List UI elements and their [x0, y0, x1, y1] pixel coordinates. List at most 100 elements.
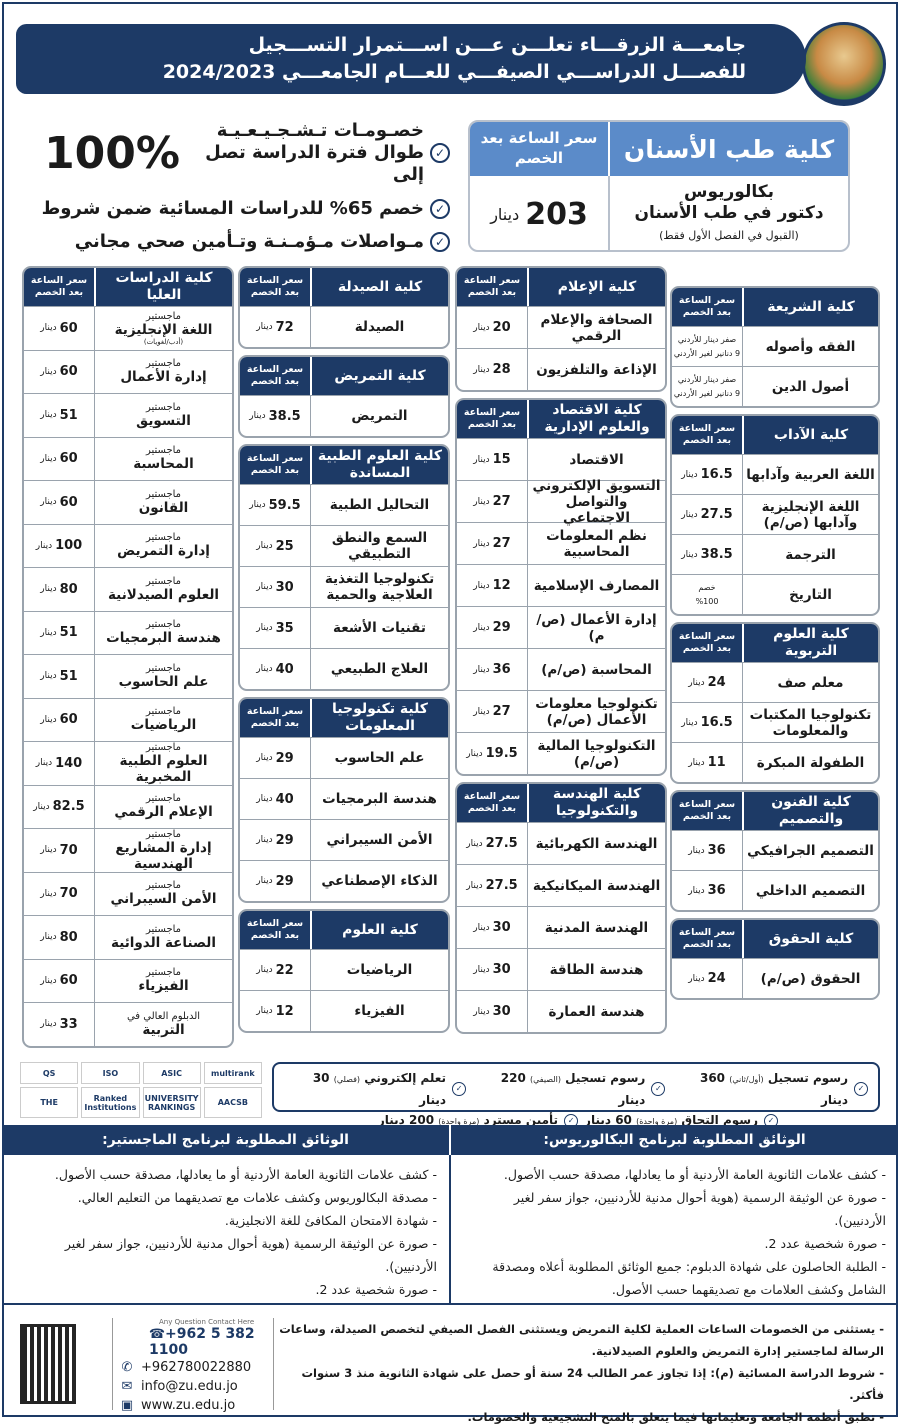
degree-prefix: ماجستير [145, 880, 182, 892]
program-row: التحاليل الطبية 59.5 دينار [240, 484, 448, 525]
currency: دينار [490, 204, 520, 224]
program-name: إدارة الأعمال [120, 369, 207, 386]
qr-code[interactable] [20, 1324, 76, 1404]
price-value: 27 [492, 536, 511, 551]
faculty-table: كلية الحقوق سعر الساعة بعد الخصم الحقوق (ص… [670, 918, 880, 1000]
price-value: 30 [275, 579, 294, 595]
column-2: كلية الإعلام سعر الساعة بعد الخصم الصحافة … [455, 266, 667, 1040]
price-value: 29 [275, 832, 294, 848]
program-name: المحاسبة [133, 456, 194, 473]
price-value: 80 [59, 929, 78, 945]
program-row: الذكاء الإصطناعي 29 دينار [240, 860, 448, 901]
program-row: ماجستير العلوم الطبية المخبرية 140 دينار [24, 741, 232, 785]
price-value: 19.5 [485, 746, 518, 761]
program-name: تقنيات الأشعة [333, 620, 426, 636]
currency: دينار [688, 885, 705, 896]
currency: دينار [40, 627, 57, 638]
price-line: صفر دينار للأردني [677, 374, 737, 384]
faculty-name: كلية الإعلام [527, 268, 665, 306]
currency: دينار [256, 322, 273, 332]
program-name: اللغة الإنجليزية [114, 321, 213, 338]
currency: دينار [40, 714, 57, 725]
program-row: ماجستير الإعلام الرقمي 82.5 دينار [24, 784, 232, 828]
dentistry-table: كلية طب الأسنان سعر الساعة بعد الخصم بكا… [468, 120, 850, 252]
accreditation-logo: AACSB [203, 1087, 262, 1118]
fee-item: تأمين مسترد (مرة واحدة) 200 دينار [377, 1113, 559, 1127]
program-row: ماجستير العلوم الصيدلانية 80 دينار [24, 567, 232, 611]
currency: دينار [40, 932, 57, 943]
dentistry-price: 203 [525, 196, 588, 232]
faculty-name: كلية العلوم التربوية [742, 624, 878, 662]
program-row: إدارة الأعمال (ص/م) 29 دينار [457, 606, 665, 648]
currency: دينار [473, 454, 490, 465]
doc-item: - الطلبة الحاصلون على شهادة الدبلوم: جمي… [492, 1259, 886, 1297]
currency: دينار [40, 497, 57, 508]
currency: دينار [466, 838, 483, 849]
currency: دينار [256, 794, 273, 804]
price-value: 60 [59, 364, 78, 380]
website-link[interactable]: www.zu.edu.jo [141, 1398, 236, 1413]
program-name: تكنولوجيا التغذية العلاجية والحمية [324, 571, 435, 603]
doc-item: - كشف علامات الثانوية العامة الأردنية أو… [503, 1167, 886, 1182]
degree-prefix: ماجستير [145, 575, 182, 587]
program-name: التسويق الإلكتروني والتواصل الاجتماعي [532, 477, 661, 526]
program-name: الهندسة الميكانيكية [532, 877, 661, 894]
doc-item: - صورة عن الوثيقة الرسمية (هوية أحوال مد… [513, 1190, 886, 1228]
price-value: 24 [707, 675, 726, 690]
program-row: ماجستير الأمن السيبراني 70 دينار [24, 871, 232, 915]
degree-prefix: ماجستير [145, 532, 182, 544]
price-line: 9 دنانير لغير الأردني [673, 348, 741, 358]
degree-prefix: ماجستير [145, 923, 182, 935]
program-name: اللغة العربية وآدابها [746, 466, 875, 483]
title-line-1: جامعـــة الزرقـــاء تعلـــن عـــن اســـت… [248, 34, 746, 56]
program-name: العلوم الصيدلانية [108, 586, 220, 603]
program-row: الهندسة الكهربائية 27.5 دينار [457, 822, 665, 864]
price-value: 15 [492, 452, 511, 467]
program-row: نظم المعلومات المحاسبية 27 دينار [457, 522, 665, 564]
currency: دينار [256, 876, 273, 886]
price-line: 9 دنانير لغير الأردني [673, 388, 741, 398]
program-row: هندسة الطاقة 30 دينار [457, 948, 665, 990]
currency: دينار [40, 845, 57, 856]
faculty-table: كلية العلوم التربوية سعر الساعة بعد الخصم… [670, 622, 880, 784]
currency: دينار [249, 411, 266, 421]
price-value: 140 [55, 755, 83, 771]
whatsapp-number[interactable]: +962780022880 [141, 1360, 252, 1375]
column-4: كلية الدراسات العليا سعر الساعة بعد الخصم… [22, 266, 234, 1054]
program-name: الفقه وأصوله [765, 338, 856, 355]
column-1: كلية الشريعة سعر الساعة بعد الخصم الفقه وأ… [670, 286, 880, 1006]
program-name: الهندسة المدنية [544, 919, 649, 936]
currency: دينار [40, 453, 57, 464]
price-header: سعر الساعة بعد الخصم [463, 407, 521, 430]
price-value: 16.5 [700, 715, 733, 730]
currency: دينار [40, 975, 57, 986]
program-name: إدارة المشاريع الهندسية [115, 839, 212, 872]
currency: دينار [473, 622, 490, 633]
email-link[interactable]: info@zu.edu.jo [141, 1379, 238, 1394]
program-name: هندسة الطاقة [549, 961, 644, 978]
currency: دينار [688, 973, 705, 984]
degree-prefix: ماجستير [145, 310, 182, 322]
currency: دينار [473, 706, 490, 717]
degree-prefix: ماجستير [145, 828, 182, 840]
program-name: السمع والنطق التطبيقي [331, 530, 428, 562]
program-name: إدارة الأعمال (ص/م) [536, 611, 657, 644]
program-row: التسويق الإلكتروني والتواصل الاجتماعي 27 د… [457, 478, 665, 526]
footer: - يستثنى من الخصومات الساعات العملية لكل… [2, 1312, 898, 1424]
currency: دينار [688, 845, 705, 856]
program-name: معلم صف [777, 674, 844, 691]
program-name: الصناعة الدوائية [111, 934, 216, 951]
discount-100: 100% [44, 127, 180, 179]
currency: دينار [40, 366, 57, 377]
price-header: سعر الساعة بعد الخصم [678, 927, 736, 950]
currency: دينار [40, 1019, 57, 1030]
program-name: التربية [142, 1021, 185, 1038]
price-value: 35 [275, 620, 294, 636]
highlight-item: ✓ خصـومـات تـشـجـيـعـيـة طوال فترة الدراس… [40, 120, 450, 186]
price-value: 60 [59, 712, 78, 728]
price-value: 33 [59, 1016, 78, 1032]
phone-number[interactable]: +962 5 382 1100 [149, 1326, 255, 1358]
program-name: التكنولوجيا المالية (ص/م) [537, 737, 656, 770]
accreditation-logo: UNIVERSITY RANKINGS [142, 1087, 201, 1118]
program-name: هندسة البرمجيات [322, 791, 437, 807]
